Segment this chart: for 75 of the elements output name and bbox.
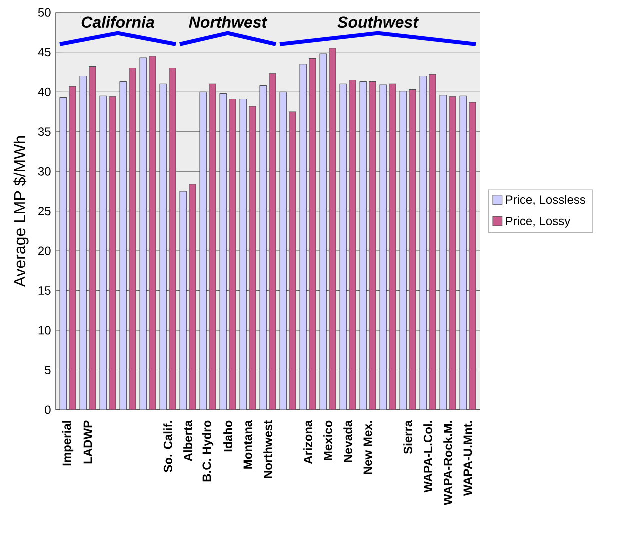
x-tick-label: Alberta [184,420,192,462]
y-tick-label: 0 [45,406,51,414]
bar [80,76,87,410]
bar [420,76,427,410]
x-tick-label: Sierra [404,420,412,454]
y-tick-label: 20 [38,246,51,256]
bar [389,84,396,410]
bar [249,106,256,410]
bar [449,96,456,410]
bar [400,91,407,410]
bar [89,66,96,410]
x-tick-label: B.C. Hydro [202,420,214,482]
bar [209,84,216,410]
bar [229,99,236,410]
x-tick-label: So. Calif. [164,421,172,472]
x-tick-label: LADWP [84,420,92,464]
bar [260,86,267,410]
bar [220,93,227,410]
y-tick-label: 25 [38,207,51,216]
bar [300,64,307,410]
bar [140,58,147,410]
x-tick-label: Northwest [264,420,272,478]
x-tick-label: Imperial [62,421,74,466]
x-tick-label: WAPA-U.Mnt. [464,421,472,496]
bar [160,84,167,410]
y-tick-label: 45 [38,48,51,57]
x-tick-label: WAPA-L.Col. [424,421,432,493]
bar [460,96,467,410]
bar [120,82,127,410]
x-tick-label: Nevada [344,420,352,462]
bar [149,56,156,410]
bar [340,84,347,410]
x-tick-label: Idaho [224,420,232,452]
bar [349,80,356,410]
x-tick-label: New Mex. [364,421,372,474]
bar [129,68,136,410]
annotation: Northwest [189,16,268,28]
bar [360,82,367,410]
bar [380,84,387,410]
bar [440,95,447,410]
x-tick-label: Arizona [304,420,312,464]
legend-label: Price, Lossless [506,195,586,206]
bar [369,82,376,410]
bar [109,96,116,410]
bar [280,92,287,410]
bar [69,86,76,410]
bar [269,74,276,410]
x-tick-label: Mexico [324,420,332,460]
x-tick-label: WAPA-Rock.M. [444,421,452,506]
y-tick-label: 10 [38,326,51,335]
legend-label: Price, Lossy [506,216,571,228]
bar [409,89,416,410]
bar [329,48,336,410]
y-tick-label: 30 [38,167,51,176]
y-axis-title: Average LMP $/MWh [14,136,29,288]
bar [189,184,196,410]
bar [289,112,296,410]
y-tick-label: 15 [38,286,51,295]
x-tick-label: Montana [244,420,252,469]
bar [180,191,187,410]
bar [309,58,316,410]
bar [200,92,207,410]
bar [429,74,436,410]
y-tick-label: 5 [45,366,51,374]
annotation: California [82,16,154,28]
bar [100,96,107,410]
bar [169,68,176,410]
bar [60,97,67,410]
y-tick-label: 35 [38,128,51,136]
bar [469,102,476,410]
y-tick-label: 40 [38,88,51,96]
bar [240,99,247,410]
y-tick-label: 50 [38,8,51,17]
bar [320,54,327,410]
annotation: Southwest [338,16,419,28]
